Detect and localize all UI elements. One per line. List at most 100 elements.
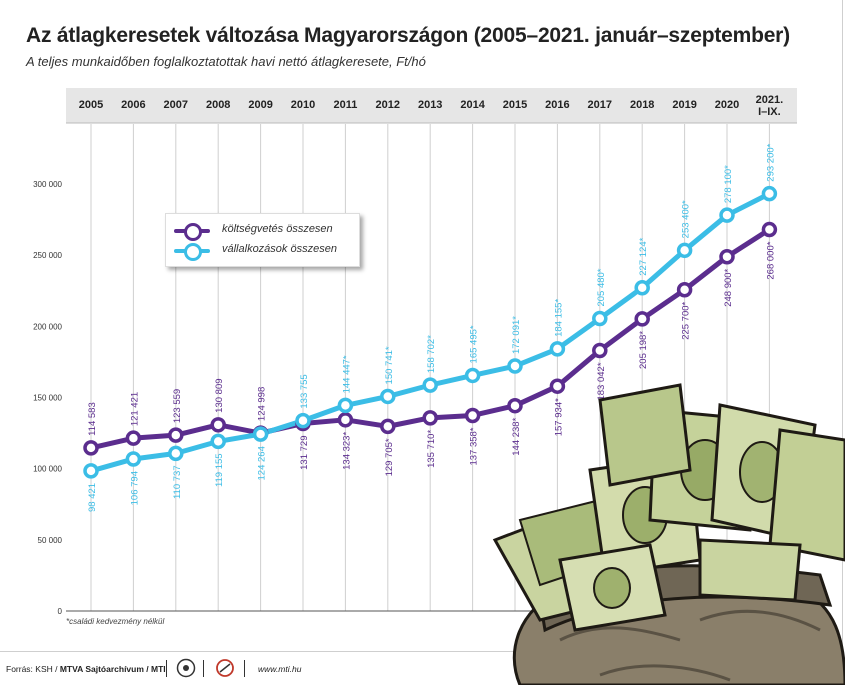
data-label: 131 729 — [299, 436, 310, 470]
data-point — [507, 358, 523, 374]
data-label: 114 583 — [87, 402, 98, 436]
data-point — [592, 310, 608, 327]
data-point — [761, 185, 778, 202]
x-tick-label: 2015 — [503, 99, 527, 111]
data-label: 268 000* — [765, 241, 776, 279]
x-tick-label: 2018 — [630, 99, 654, 111]
data-label: 278 100* — [723, 165, 734, 203]
data-point — [676, 242, 693, 259]
y-tick-label: 150 000 — [33, 394, 62, 403]
chart-title: Az átlagkeresetek változása Magyarország… — [26, 24, 790, 47]
y-tick-label: 0 — [58, 607, 63, 616]
x-tick-label: 2008 — [206, 99, 230, 111]
footer-url: www.mti.hu — [258, 664, 302, 674]
data-point — [168, 427, 184, 443]
data-label: 183 042* — [596, 362, 607, 400]
data-point — [464, 367, 481, 384]
data-label: 98 421 — [87, 483, 98, 512]
data-point — [295, 412, 311, 429]
y-tick-label: 250 000 — [33, 251, 62, 260]
data-point — [719, 207, 735, 223]
data-point — [210, 417, 226, 433]
data-label: 157 934* — [553, 398, 564, 436]
x-tick-label: 2011 — [333, 99, 357, 111]
data-point — [168, 445, 184, 462]
data-label: 144 447* — [341, 355, 352, 393]
data-point — [422, 377, 438, 393]
data-point — [210, 433, 226, 450]
legend-item-budget: költségvetés összesen — [174, 222, 354, 241]
chart-subtitle: A teljes munkaidőben foglalkoztatottak h… — [26, 54, 426, 69]
data-point — [592, 342, 608, 359]
data-point — [252, 426, 269, 442]
x-tick-label: 2010 — [291, 99, 315, 111]
data-point — [464, 407, 481, 424]
footer-divider — [166, 660, 167, 677]
data-label: 130 809 — [214, 378, 225, 412]
data-point — [125, 430, 142, 446]
data-label: 121 421 — [129, 392, 140, 426]
x-tick-label: 2013 — [418, 99, 442, 111]
x-tick-label: 2009 — [248, 99, 272, 111]
footer-divider — [244, 660, 245, 677]
data-point — [549, 341, 566, 357]
legend-label-business: vállalkozások összesen — [222, 243, 337, 255]
data-label: 225 700* — [681, 301, 692, 339]
data-label: 205 198* — [638, 331, 649, 369]
data-label: 165 495* — [469, 325, 480, 363]
data-point — [337, 397, 354, 414]
data-label: 129 705* — [384, 438, 395, 476]
x-tick-label: 2014 — [460, 99, 485, 111]
data-label: 227 124* — [638, 237, 649, 275]
data-point — [337, 412, 354, 428]
data-label: 124 998 — [257, 387, 268, 421]
data-label: 119 155 — [214, 453, 225, 487]
y-tick-label: 200 000 — [33, 322, 62, 331]
data-label: 106 794 — [129, 471, 140, 505]
data-point — [634, 311, 650, 327]
data-label: 137 358* — [469, 427, 480, 465]
data-point — [761, 221, 778, 238]
data-label: 123 559 — [172, 389, 183, 423]
x-tick-label: 2007 — [164, 99, 188, 111]
mti-logo-icon — [176, 658, 196, 678]
x-tick-label: 2017 — [588, 99, 612, 111]
data-point — [549, 378, 566, 394]
data-label: 172 091* — [511, 316, 522, 354]
source-text: Forrás: KSH / MTVA Sajtóarchívum / MTI — [6, 664, 166, 674]
data-label: 124 264 — [257, 446, 268, 480]
legend-marker-business — [184, 243, 202, 261]
data-label: 150 741* — [384, 346, 395, 384]
legend-marker-budget — [184, 223, 202, 241]
data-label: 293 200* — [765, 143, 776, 181]
data-point — [83, 463, 99, 479]
data-label: 205 480* — [596, 268, 607, 306]
data-label: 144 238* — [511, 417, 522, 455]
footer: Forrás: KSH / MTVA Sajtóarchívum / MTI w… — [0, 652, 845, 685]
footnote: *családi kedvezmény nélkül — [66, 617, 165, 626]
data-label: 110 737 — [172, 465, 183, 499]
y-tick-label: 100 000 — [33, 465, 62, 474]
data-label: 184 155* — [553, 299, 564, 337]
data-label: 248 900* — [723, 268, 734, 306]
data-point — [83, 440, 99, 456]
data-label: 253 400* — [681, 200, 692, 238]
x-tick-label: 2005 — [79, 99, 103, 111]
data-point — [422, 410, 438, 426]
data-label: 133 755 — [299, 374, 310, 408]
chart-frame — [0, 0, 843, 652]
footer-divider — [203, 660, 204, 677]
data-point — [634, 279, 650, 296]
x-tick-label: 2019 — [672, 99, 696, 111]
banknotes-icon — [492, 383, 845, 632]
data-label: 158 702* — [426, 335, 437, 373]
x-tick-label: 2020 — [715, 99, 739, 111]
y-tick-label: 300 000 — [33, 180, 62, 189]
data-point — [676, 282, 693, 298]
data-label: 134 323* — [341, 432, 352, 470]
data-label: 135 710* — [426, 430, 437, 468]
data-point — [380, 418, 396, 435]
legend-label-budget: költségvetés összesen — [222, 223, 333, 235]
x-tick-label: 2016 — [545, 99, 569, 111]
